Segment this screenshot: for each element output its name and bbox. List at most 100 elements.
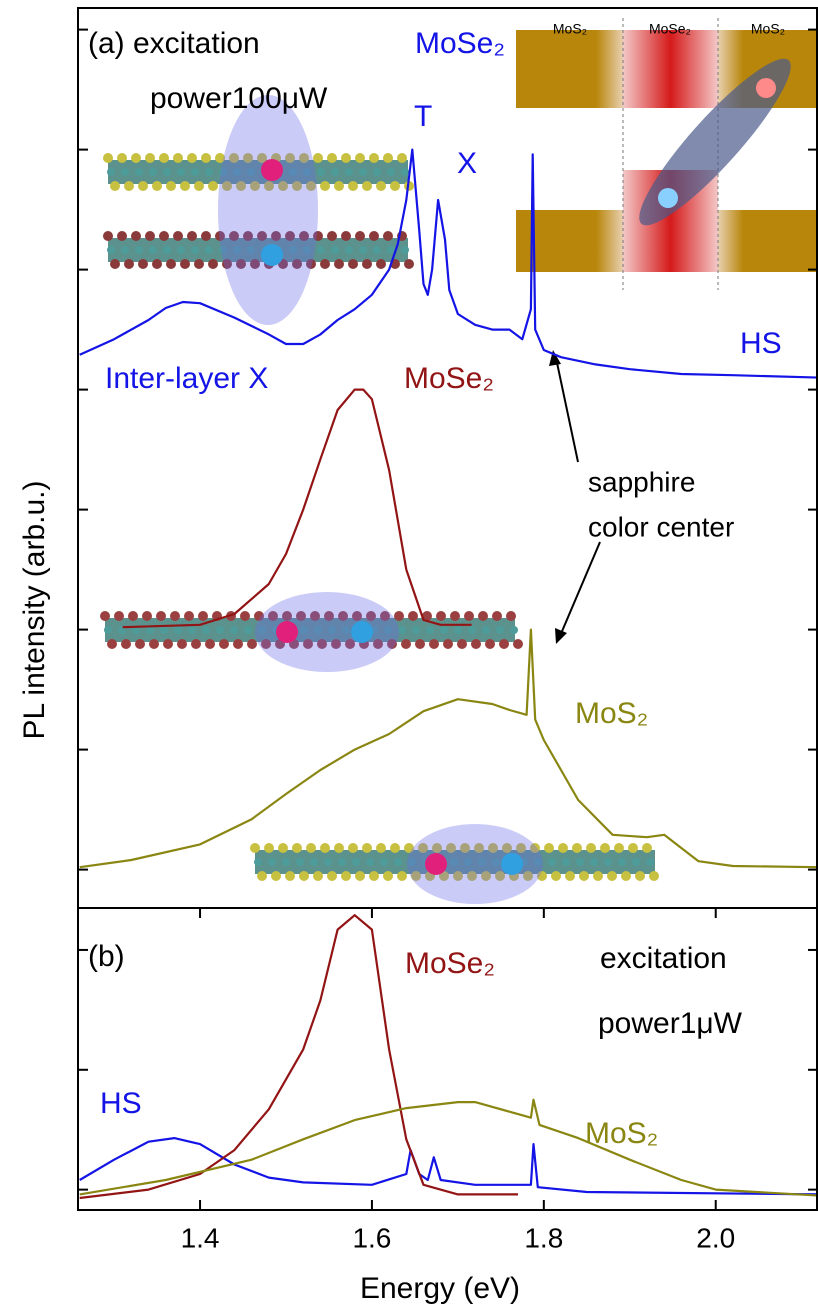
atom xyxy=(397,871,407,881)
atom xyxy=(408,611,418,621)
spectrum-line xyxy=(79,148,818,379)
atom xyxy=(348,843,358,853)
atom xyxy=(205,168,213,176)
atom xyxy=(149,639,159,649)
atom xyxy=(152,181,162,191)
atom xyxy=(467,871,477,881)
atom xyxy=(160,626,168,634)
annotation: T xyxy=(414,100,432,133)
atom xyxy=(107,246,115,254)
atom xyxy=(229,153,239,163)
atom xyxy=(373,168,381,176)
exciton-glow xyxy=(407,824,543,904)
annotation: MoS₂ xyxy=(751,21,785,37)
molecule-layer xyxy=(108,160,408,184)
atom xyxy=(429,639,439,649)
atom xyxy=(208,181,218,191)
atom xyxy=(642,843,652,853)
atom xyxy=(327,231,337,241)
atom xyxy=(324,858,332,866)
atom xyxy=(187,231,197,241)
atom xyxy=(359,168,367,176)
atom xyxy=(271,231,281,241)
atom xyxy=(614,843,624,853)
atom xyxy=(306,843,316,853)
atom xyxy=(159,153,169,163)
atom xyxy=(331,639,341,649)
atom xyxy=(292,259,302,269)
atom xyxy=(243,231,253,241)
atom xyxy=(170,611,180,621)
atom xyxy=(117,153,127,163)
atom xyxy=(194,259,204,269)
atom xyxy=(138,181,148,191)
atom xyxy=(383,153,393,163)
atom xyxy=(436,611,446,621)
molecule-layer xyxy=(108,238,408,262)
atom xyxy=(369,231,379,241)
atom xyxy=(341,231,351,241)
atom xyxy=(398,626,406,634)
atom xyxy=(236,181,246,191)
atom xyxy=(103,153,113,163)
atom xyxy=(177,168,185,176)
atom xyxy=(649,871,659,881)
carrier xyxy=(261,244,283,266)
atom xyxy=(247,168,255,176)
atom xyxy=(191,639,201,649)
atom xyxy=(104,626,112,634)
annotation: MoSe₂ xyxy=(405,947,495,980)
atom xyxy=(534,858,542,866)
atom xyxy=(205,639,215,649)
atom xyxy=(331,246,339,254)
atom xyxy=(562,858,570,866)
atom xyxy=(478,611,488,621)
atom xyxy=(359,246,367,254)
atom xyxy=(258,626,266,634)
atom xyxy=(296,611,306,621)
atom xyxy=(628,843,638,853)
atom xyxy=(355,153,365,163)
atom xyxy=(376,181,386,191)
x-tick-label: 2.0 xyxy=(696,1222,735,1253)
atom xyxy=(362,843,372,853)
atom xyxy=(499,639,509,649)
atom xyxy=(233,639,243,649)
arrowhead xyxy=(555,628,567,644)
atom xyxy=(618,858,626,866)
atom xyxy=(202,626,210,634)
atom xyxy=(201,231,211,241)
annotation: MoSe₂ xyxy=(649,21,691,37)
atom xyxy=(300,626,308,634)
atom xyxy=(184,611,194,621)
atom xyxy=(121,246,129,254)
atom xyxy=(342,626,350,634)
atom xyxy=(548,858,556,866)
atom xyxy=(474,843,484,853)
atom xyxy=(264,181,274,191)
atom xyxy=(198,611,208,621)
atom xyxy=(191,246,199,254)
atom xyxy=(576,858,584,866)
atom xyxy=(338,611,348,621)
atom xyxy=(289,246,297,254)
atom xyxy=(478,858,486,866)
atom xyxy=(310,858,318,866)
atom xyxy=(446,843,456,853)
atom xyxy=(426,626,434,634)
plot-frame xyxy=(77,907,818,1211)
atom xyxy=(142,611,152,621)
atom xyxy=(138,259,148,269)
atom xyxy=(380,611,390,621)
atom xyxy=(345,168,353,176)
atom xyxy=(205,246,213,254)
atom xyxy=(471,639,481,649)
atom xyxy=(121,639,131,649)
atom xyxy=(317,639,327,649)
atom xyxy=(394,858,402,866)
atom xyxy=(244,626,252,634)
atom xyxy=(492,858,500,866)
atom xyxy=(355,231,365,241)
atom xyxy=(412,626,420,634)
atom xyxy=(313,231,323,241)
